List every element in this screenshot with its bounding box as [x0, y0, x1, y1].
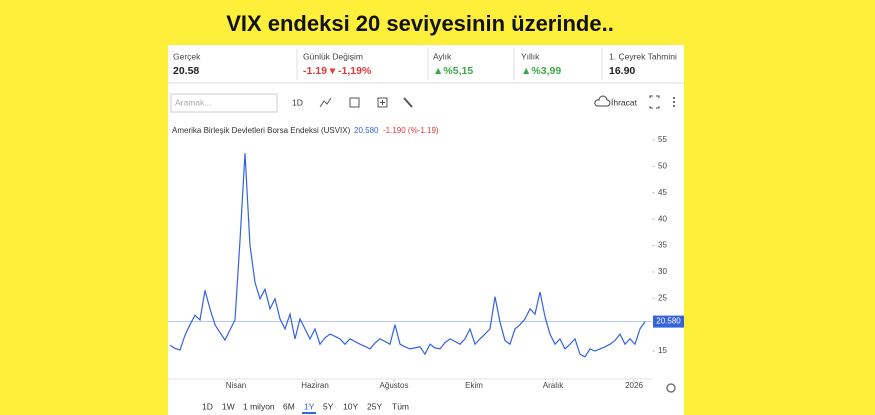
- add-icon[interactable]: [377, 97, 388, 108]
- y-tick-label: 50: [658, 162, 667, 171]
- x-tick-label: Nisan: [226, 381, 246, 390]
- chart-title: Amerika Birleşik Devletleri Borsa Endeks…: [172, 126, 351, 135]
- stat-value: -1.19 ▾ -1,19%: [303, 65, 372, 77]
- range-button[interactable]: 25Y: [367, 401, 382, 411]
- export-button[interactable]: İhracat: [611, 97, 638, 107]
- tools-icon[interactable]: [403, 97, 413, 108]
- stat-value: 16.90: [609, 65, 635, 77]
- x-tick-label: Aralık: [543, 381, 564, 390]
- range-button[interactable]: 5Y: [323, 401, 334, 411]
- y-tick-label: 35: [658, 241, 667, 250]
- last-value-label: 20.580: [656, 317, 681, 326]
- search-placeholder: Aramak...: [175, 97, 211, 107]
- range-button[interactable]: Tüm: [392, 401, 409, 411]
- stat-label: Yıllık: [521, 51, 540, 61]
- y-tick-label: 15: [658, 346, 667, 355]
- x-tick-label: 2026: [625, 381, 643, 390]
- stat-label: 1. Çeyrek Tahmini: [609, 51, 677, 61]
- x-tick-label: Ağustos: [380, 381, 409, 390]
- range-button[interactable]: 1W: [222, 401, 235, 411]
- calendar-icon[interactable]: [349, 97, 360, 108]
- settings-icon[interactable]: [666, 383, 676, 393]
- y-tick-label: 55: [658, 135, 667, 144]
- y-tick-label: 45: [658, 188, 667, 197]
- y-tick-label: 25: [658, 293, 667, 302]
- last-value-badge: [653, 315, 684, 328]
- last-price: 20.580: [354, 126, 379, 135]
- stat-value: ▲%3,99: [521, 65, 561, 77]
- range-button[interactable]: 6M: [283, 401, 295, 411]
- last-change: -1.190 (%-1.19): [383, 126, 439, 135]
- stat-label: Gerçek: [173, 51, 201, 61]
- headline: VIX endeksi 20 seviyesinin üzerinde..: [226, 11, 614, 36]
- fullscreen-icon[interactable]: [649, 95, 660, 109]
- range-button[interactable]: 1Y: [304, 401, 315, 411]
- stat-label: Günlük Değişim: [303, 51, 363, 61]
- range-button[interactable]: 1D: [202, 401, 213, 411]
- y-tick-label: 40: [658, 214, 667, 223]
- add-icon-plus: [380, 100, 385, 105]
- interval-button[interactable]: 1D: [292, 97, 303, 107]
- menu-icon[interactable]: [673, 97, 675, 107]
- stat-value: ▲%5,15: [433, 65, 473, 77]
- range-button[interactable]: 10Y: [343, 401, 358, 411]
- range-button[interactable]: 1 milyon: [243, 401, 275, 411]
- x-tick-label: Haziran: [301, 381, 329, 390]
- search-input[interactable]: [170, 93, 278, 113]
- export-icon[interactable]: [594, 95, 611, 107]
- x-tick-label: Ekim: [465, 381, 483, 390]
- y-tick-label: 30: [658, 267, 667, 276]
- chart-type-icon[interactable]: [319, 97, 332, 108]
- stat-label: Aylık: [433, 51, 452, 61]
- line: [169, 153, 646, 358]
- stat-value: 20.58: [173, 65, 199, 77]
